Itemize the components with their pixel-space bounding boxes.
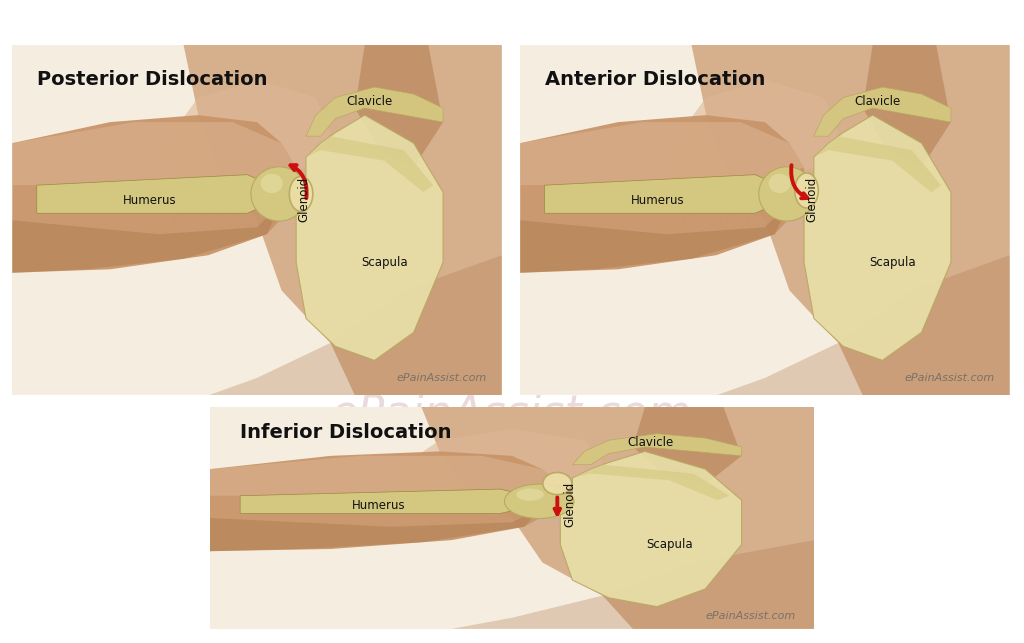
Text: ePainAssist.com: ePainAssist.com <box>706 611 796 621</box>
Text: ePainAssist.com: ePainAssist.com <box>332 393 692 436</box>
Polygon shape <box>12 203 282 273</box>
Text: Posterior Dislocation: Posterior Dislocation <box>37 69 267 89</box>
Ellipse shape <box>290 176 312 212</box>
Ellipse shape <box>543 473 571 494</box>
Polygon shape <box>210 507 543 551</box>
Polygon shape <box>804 115 951 360</box>
Text: ePainAssist.com: ePainAssist.com <box>905 373 995 383</box>
Polygon shape <box>716 255 1010 395</box>
Polygon shape <box>691 45 1010 395</box>
Polygon shape <box>306 87 443 136</box>
Polygon shape <box>210 451 560 551</box>
Polygon shape <box>572 465 729 500</box>
Text: Scapula: Scapula <box>646 538 692 551</box>
Text: Scapula: Scapula <box>361 256 408 269</box>
Text: ePainAssist.com: ePainAssist.com <box>680 210 850 230</box>
Polygon shape <box>814 87 951 136</box>
Text: Glenoid: Glenoid <box>805 177 818 222</box>
Ellipse shape <box>769 174 791 193</box>
Text: Causes and Types of Shoulder Joint Dislocation: Causes and Types of Shoulder Joint Dislo… <box>127 6 897 35</box>
Polygon shape <box>240 489 530 514</box>
Text: Humerus: Humerus <box>631 194 684 208</box>
Polygon shape <box>520 203 790 273</box>
Polygon shape <box>391 430 602 496</box>
Text: Glenoid: Glenoid <box>297 177 310 222</box>
Polygon shape <box>545 175 779 213</box>
Ellipse shape <box>251 167 307 221</box>
Ellipse shape <box>505 484 573 518</box>
Polygon shape <box>560 451 741 607</box>
Ellipse shape <box>261 174 283 193</box>
Polygon shape <box>306 136 433 192</box>
Ellipse shape <box>759 167 815 221</box>
Polygon shape <box>452 540 814 629</box>
Polygon shape <box>296 115 443 360</box>
Polygon shape <box>633 407 741 485</box>
Polygon shape <box>520 122 804 185</box>
Text: Clavicle: Clavicle <box>854 95 901 107</box>
Text: ePainAssist.com: ePainAssist.com <box>172 210 342 230</box>
Polygon shape <box>814 136 941 192</box>
Polygon shape <box>210 456 560 496</box>
Text: ePainAssist.com: ePainAssist.com <box>427 508 597 528</box>
Polygon shape <box>12 122 296 185</box>
Ellipse shape <box>516 489 544 501</box>
Polygon shape <box>208 255 502 395</box>
Text: Anterior Dislocation: Anterior Dislocation <box>545 69 765 89</box>
Polygon shape <box>422 407 814 629</box>
Text: Inferior Dislocation: Inferior Dislocation <box>240 422 452 442</box>
Text: Clavicle: Clavicle <box>346 95 393 107</box>
Polygon shape <box>572 433 741 465</box>
Text: Scapula: Scapula <box>869 256 915 269</box>
Text: Glenoid: Glenoid <box>563 482 575 527</box>
Polygon shape <box>159 80 331 185</box>
Polygon shape <box>12 115 296 273</box>
Polygon shape <box>667 80 839 185</box>
Polygon shape <box>520 115 804 273</box>
Polygon shape <box>37 175 271 213</box>
Text: ePainAssist.com: ePainAssist.com <box>397 373 487 383</box>
Polygon shape <box>863 45 951 168</box>
Ellipse shape <box>795 173 818 208</box>
Text: Humerus: Humerus <box>123 194 176 208</box>
Text: Clavicle: Clavicle <box>628 436 674 449</box>
Polygon shape <box>183 45 502 395</box>
Text: Humerus: Humerus <box>352 499 406 512</box>
Polygon shape <box>355 45 443 168</box>
